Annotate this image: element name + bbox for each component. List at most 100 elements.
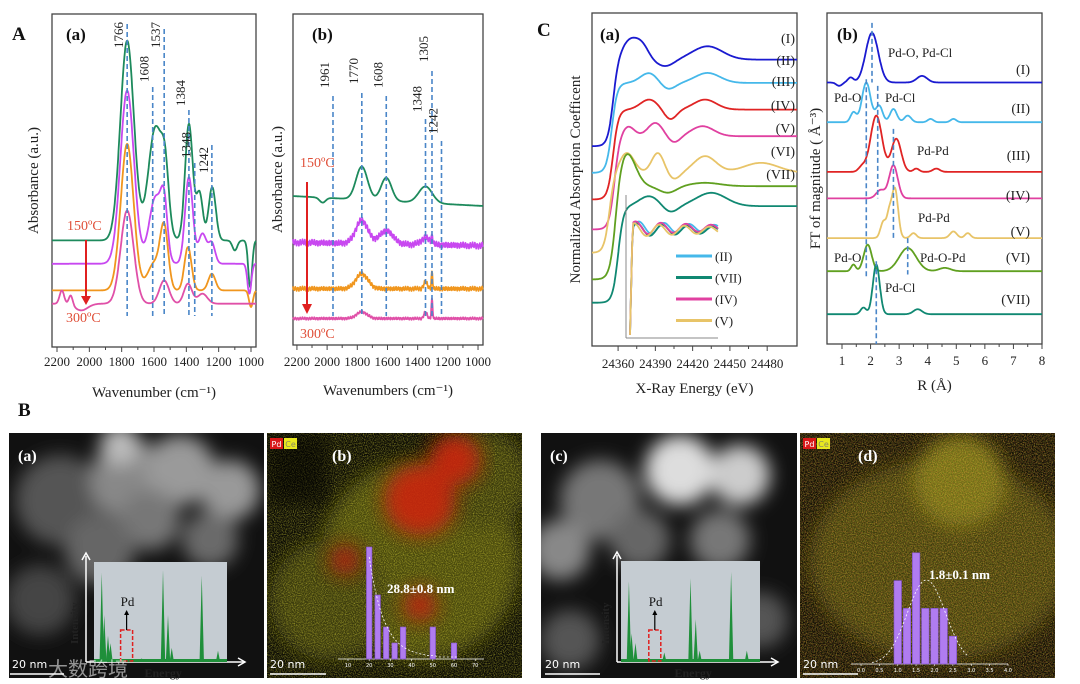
spectrum-peak xyxy=(108,643,113,662)
temp-label-start: 150ºC xyxy=(300,156,335,171)
legend-label: (VII) xyxy=(715,271,742,286)
x-tick-label: 1400 xyxy=(173,354,199,369)
temp-label-end: 300ºC xyxy=(300,327,335,342)
spectrum-peak xyxy=(697,650,702,662)
series-label: (VI) xyxy=(771,145,795,160)
hist-tick-label: 40 xyxy=(408,663,414,669)
series-label: (V) xyxy=(1011,225,1031,240)
spectrum-peak xyxy=(662,652,667,662)
arrowhead-icon xyxy=(81,551,91,561)
hist-bar xyxy=(893,580,902,665)
arrowhead-icon xyxy=(124,610,130,615)
series-label: (VII) xyxy=(766,168,795,183)
bond-annotation: Pd-O xyxy=(834,90,861,105)
series-line-VII xyxy=(591,191,798,304)
series-line-IV xyxy=(591,122,798,231)
scale-bar-label: 20 nm xyxy=(545,658,580,671)
peak-label: 1961 xyxy=(317,62,332,88)
x-tick-label: 1400 xyxy=(405,354,431,369)
image-label-a: (a) xyxy=(18,448,37,465)
x-tick-label: 2 xyxy=(867,353,874,368)
element-legend: Pd Ce xyxy=(803,438,830,449)
arrowhead-icon xyxy=(652,610,658,615)
series-line-300C xyxy=(292,297,484,321)
peak-label: 1766 xyxy=(111,22,126,49)
bond-annotation: Pd-Cl xyxy=(885,90,916,105)
eds-spectrum-inset: Pd Intensity Energy xyxy=(600,550,780,680)
hist-bar xyxy=(383,626,390,660)
peak-label: 1770 xyxy=(346,58,361,84)
section-label-A: A xyxy=(12,24,26,45)
hist-bar xyxy=(912,552,921,665)
peak-label: 1242 xyxy=(425,108,440,134)
panel-title: (a) xyxy=(600,25,620,44)
spectrum-peak xyxy=(169,647,174,662)
legend-pd: Pd xyxy=(272,440,282,449)
series-line-200C xyxy=(292,216,484,250)
mean-size-label: 1.8±0.1 nm xyxy=(929,567,990,582)
scale-bar: 20 nm xyxy=(270,658,326,675)
size-histogram: 0.0 0.5 1.0 1.5 2.0 2.5 3.0 3.5 4.0 1.8±0.1 nm xyxy=(851,552,1012,674)
arrowhead-icon xyxy=(237,657,247,667)
hist-bar xyxy=(930,608,939,665)
hist-tick-label: 70 xyxy=(472,663,478,669)
x-tick-label: 2200 xyxy=(44,354,70,369)
plot-frame xyxy=(591,12,798,347)
spectrum-peak xyxy=(99,572,104,662)
hist-tick-label: 20 xyxy=(366,663,372,669)
spectrum-peak xyxy=(728,571,734,662)
x-tick-label: 1 xyxy=(839,353,846,368)
series-label: (II) xyxy=(776,54,795,69)
hist-bar xyxy=(429,626,436,660)
xanes-inset: (II) (VII) (IV) (V) xyxy=(625,195,742,339)
series-line-V xyxy=(826,186,1043,240)
legend-label: (IV) xyxy=(715,292,737,307)
eds-spectrum-inset: Pd Intensity Energy xyxy=(69,551,247,680)
hist-tick-label: 2.0 xyxy=(931,668,939,674)
eds-map-b xyxy=(267,433,522,678)
panel-title: (b) xyxy=(312,25,333,44)
hist-bar xyxy=(450,642,458,660)
peak-label: 1242 xyxy=(196,147,211,173)
scale-bar-label: 20 nm xyxy=(270,658,305,671)
hist-tick-label: 4.0 xyxy=(1004,668,1012,674)
series-line-250C xyxy=(292,270,484,292)
y-axis-label: FT of magnitude ( Å⁻³) xyxy=(808,108,824,249)
watermark: 大数跨境 xyxy=(48,657,128,681)
x-axis-label: X-Ray Energy (eV) xyxy=(635,381,753,397)
peak-label: 1305 xyxy=(416,36,431,62)
hist-bar xyxy=(400,626,407,660)
bond-annotation: Pd-O-Pd xyxy=(920,250,966,265)
x-tick-label: 7 xyxy=(1010,353,1017,368)
image-label-b: (b) xyxy=(332,448,352,465)
peak-label: 1608 xyxy=(137,56,152,82)
x-tick-label: 24360 xyxy=(602,356,635,371)
series-line-VI xyxy=(591,153,798,281)
legend-label: (II) xyxy=(715,249,732,264)
spectrum-peak xyxy=(215,650,221,662)
section-label-B: B xyxy=(18,400,31,421)
x-axis-label: Energy xyxy=(675,666,712,680)
pd-label: Pd xyxy=(121,594,135,609)
hist-bar xyxy=(921,608,930,665)
x-tick-label: 8 xyxy=(1039,353,1046,368)
series-line-200C xyxy=(51,89,257,295)
y-axis-label: Normalized Absorption Coefficent xyxy=(568,75,584,284)
scale-bar: 20 nm xyxy=(10,658,64,675)
peak-label: 1348 xyxy=(410,86,425,112)
series-label: (II) xyxy=(1011,102,1030,117)
arrowhead-icon xyxy=(612,550,622,560)
bond-annotation: Pd-Cl xyxy=(885,280,916,295)
panel-title: (a) xyxy=(66,25,86,44)
hist-bar xyxy=(391,642,398,660)
series-label: (IV) xyxy=(771,99,795,114)
scale-bar-label: 20 nm xyxy=(803,658,838,671)
bond-annotation: Pd-O, Pd-Cl xyxy=(888,45,953,60)
section-label-C: C xyxy=(537,20,551,41)
temp-label-start: 150ºC xyxy=(67,219,102,234)
panel-title: (b) xyxy=(837,25,858,44)
series-line-II xyxy=(826,81,1043,124)
hist-tick-label: 1.0 xyxy=(894,668,902,674)
x-tick-label: 24420 xyxy=(676,356,709,371)
